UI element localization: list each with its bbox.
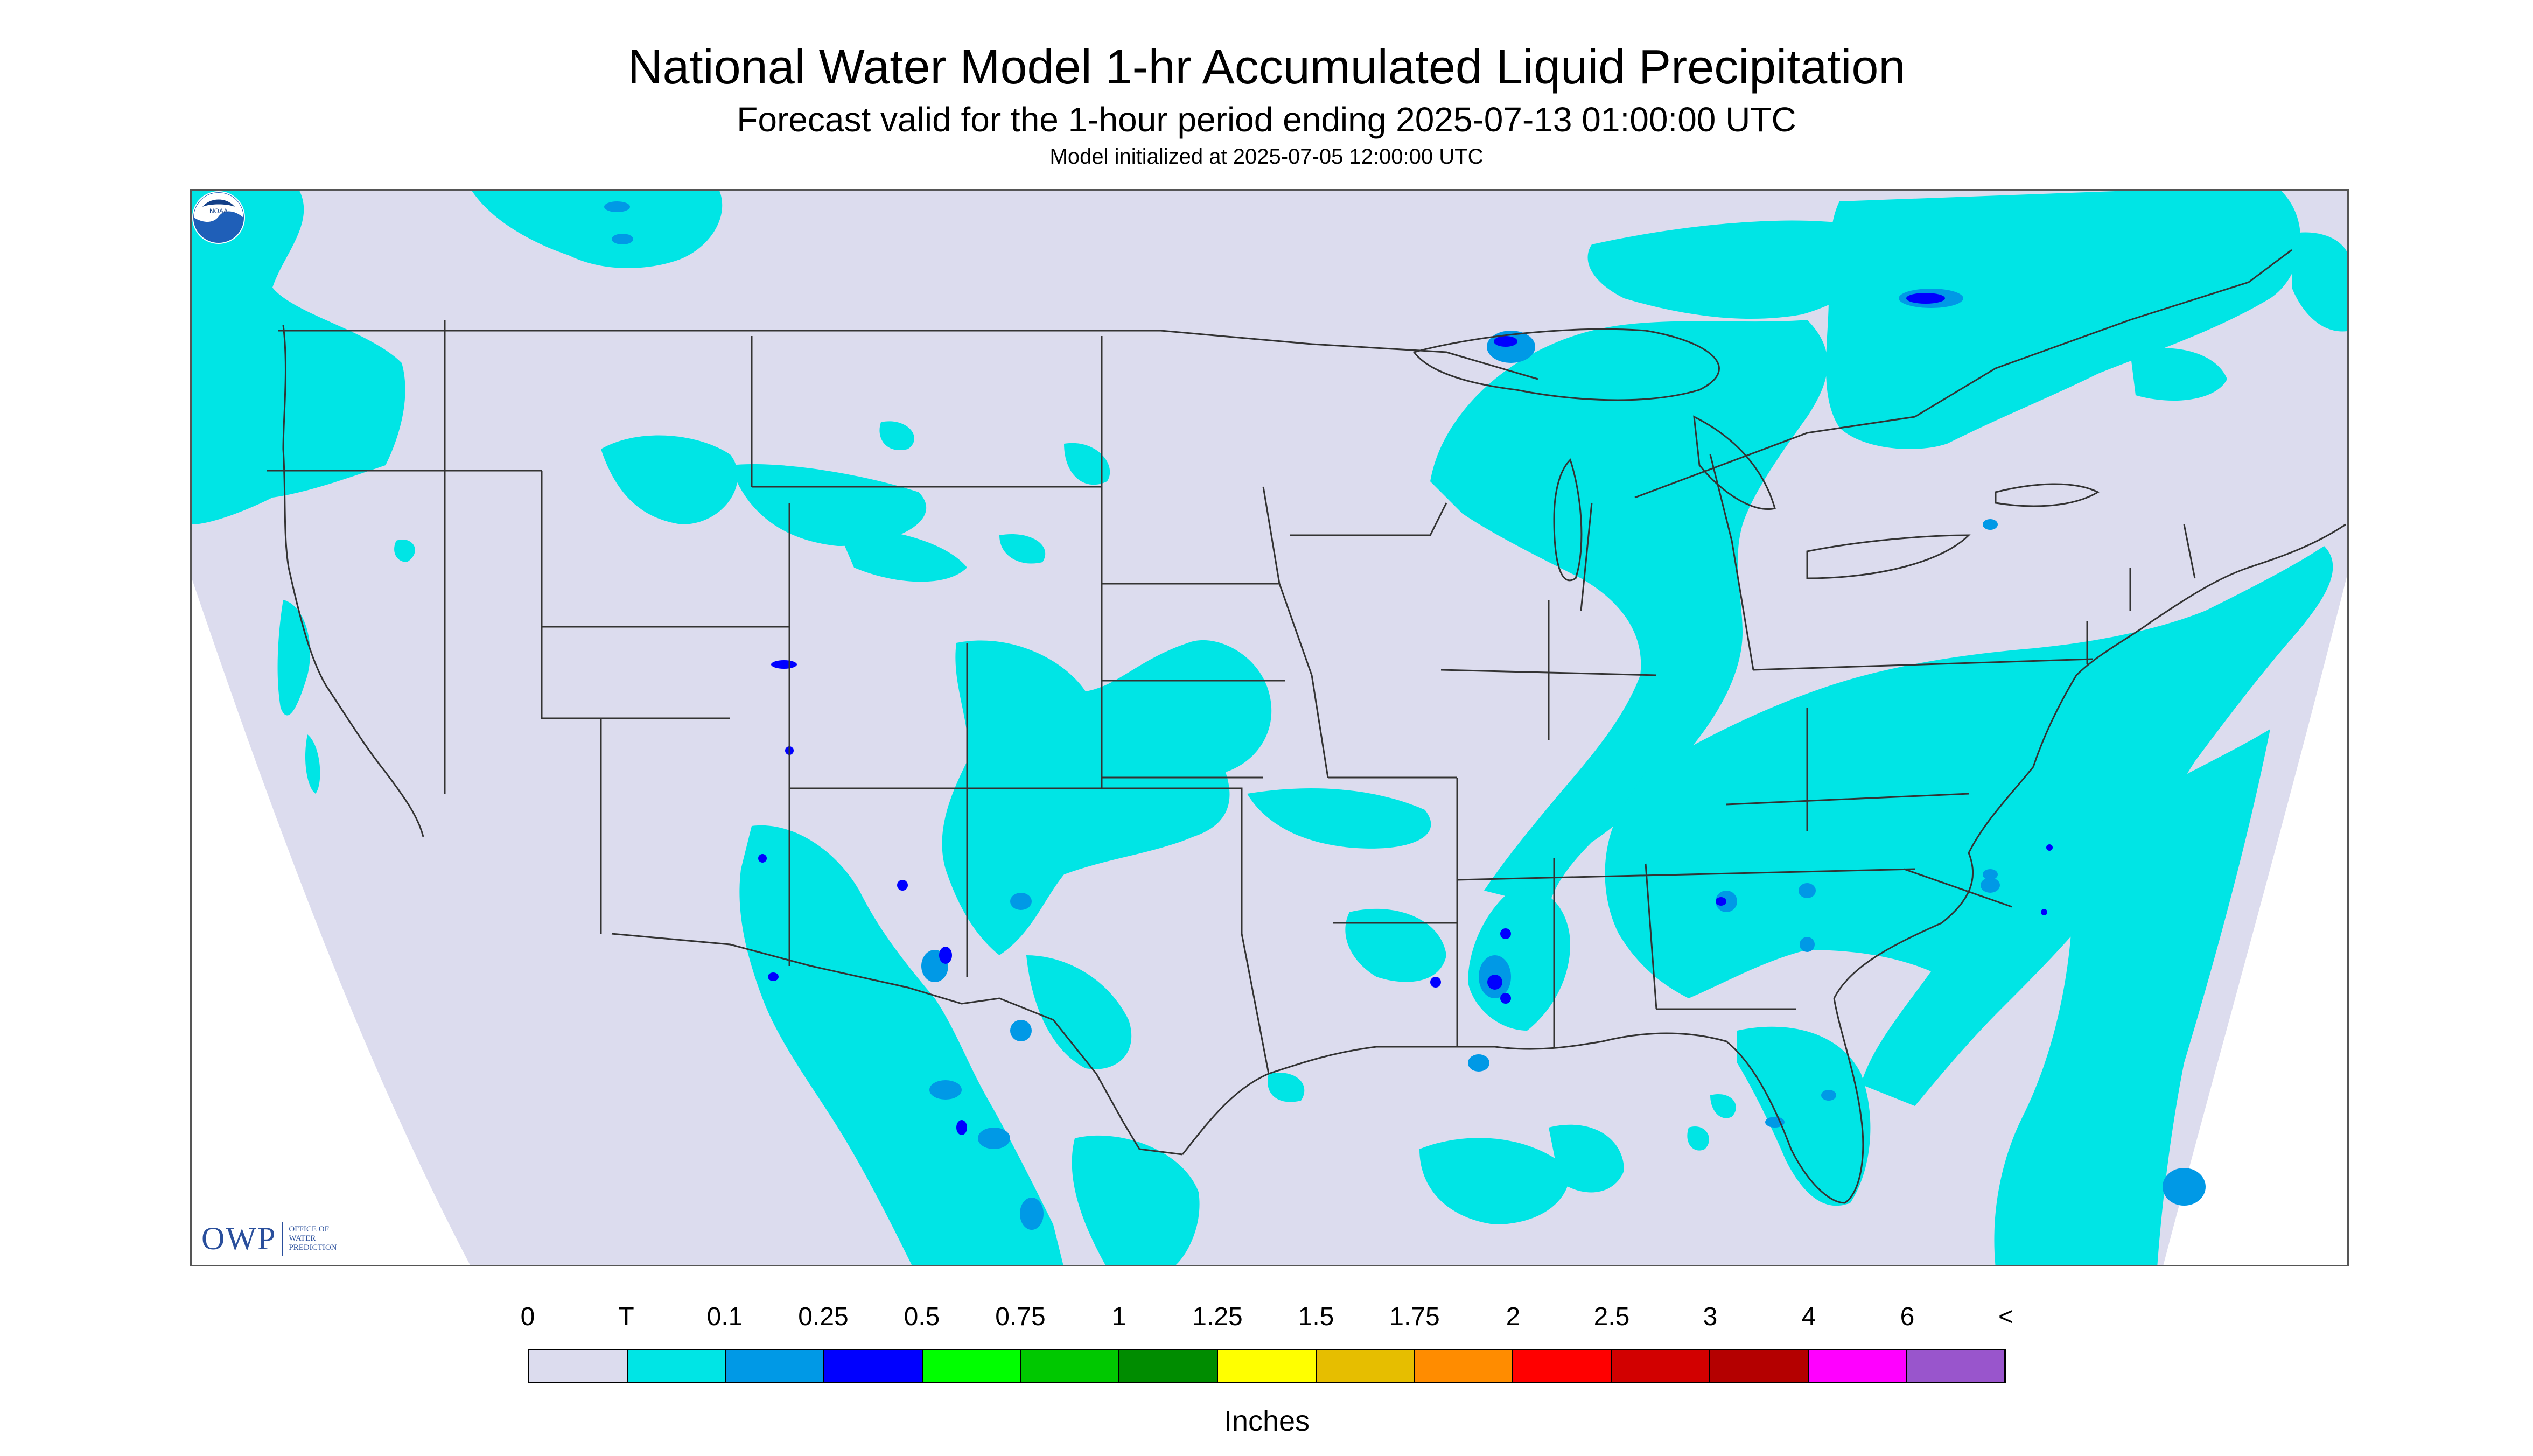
boundary-lines (267, 249, 2346, 1204)
legend-swatch (1907, 1350, 2005, 1382)
owp-logo: OWP OFFICE OF WATER PREDICTION (201, 1220, 337, 1257)
legend-swatch (1415, 1350, 1514, 1382)
legend-tick-label: 1.25 (1192, 1303, 1243, 1331)
legend-swatch (922, 1350, 1021, 1382)
noaa-logo-text: NOAA (209, 207, 228, 215)
legend-units: Inches (1223, 1405, 1310, 1437)
owp-logo-line1: OFFICE OF (289, 1225, 329, 1234)
legend-swatch (1119, 1350, 1219, 1382)
legend-tick-label: T (618, 1303, 634, 1331)
owp-logo-divider (282, 1222, 284, 1256)
legend-swatch (1316, 1350, 1415, 1382)
model-init-text: Model initialized at 2025-07-05 12:00:00… (1049, 145, 1484, 169)
legend-color-bar (528, 1349, 2006, 1383)
map-title: National Water Model 1-hr Accumulated Li… (627, 40, 1906, 94)
legend-tick-label: 0.25 (798, 1303, 849, 1331)
legend-tick-label: 1 (1111, 1303, 1126, 1331)
owp-logo-line2: WATER (289, 1234, 316, 1243)
legend-swatch (1808, 1350, 1907, 1382)
legend-swatch (1021, 1350, 1120, 1382)
legend-tick-label: 0.75 (995, 1303, 1046, 1331)
precip-blue-cores (758, 293, 2053, 1135)
precip-legend: 0 T 0.1 0.25 0.5 0.75 1 1.25 1.5 1.75 2 2.5 3 4 6 < Inc… (521, 1302, 2013, 1437)
legend-tick-label: 1.5 (1298, 1303, 1334, 1331)
legend-tick-label: 2 (1506, 1303, 1521, 1331)
legend-tick-label: 4 (1801, 1303, 1816, 1331)
owp-logo-text: OFFICE OF WATER PREDICTION (289, 1225, 337, 1252)
legend-tick-label: 6 (1900, 1303, 1915, 1331)
legend-tick-label: 2.5 (1593, 1303, 1630, 1331)
legend-swatch (529, 1350, 628, 1382)
map-subtitle: Forecast valid for the 1-hour period end… (737, 100, 1796, 139)
legend-tick-label: 3 (1703, 1303, 1718, 1331)
great-lakes (1412, 328, 2100, 582)
legend-swatch (1710, 1350, 1809, 1382)
legend-tick-label: 1.75 (1389, 1303, 1440, 1331)
legend-tick-label: 0.5 (904, 1303, 940, 1331)
legend-tick-label: 0.1 (706, 1303, 743, 1331)
map-canvas (192, 191, 2347, 1265)
legend-tick-label: < (1998, 1303, 2014, 1331)
legend-swatch (627, 1350, 726, 1382)
legend-swatch (1513, 1350, 1612, 1382)
legend-swatch (1218, 1350, 1317, 1382)
legend-tick-label: 0 (520, 1303, 535, 1331)
title-block: National Water Model 1-hr Accumulated Li… (0, 38, 2533, 171)
legend-swatch (824, 1350, 923, 1382)
legend-labels: 0 T 0.1 0.25 0.5 0.75 1 1.25 1.5 1.75 2 2.5 3 4 6 < (521, 1302, 2013, 1340)
owp-logo-line3: PREDICTION (289, 1243, 337, 1252)
legend-swatch (1612, 1350, 1710, 1382)
legend-swatch (726, 1350, 825, 1382)
noaa-logo: NOAA (192, 191, 245, 244)
precip-trace-areas (192, 191, 2347, 1265)
owp-logo-mark: OWP (201, 1221, 277, 1256)
precipitation-map: OWP OFFICE OF WATER PREDICTION NOAA (190, 189, 2349, 1266)
